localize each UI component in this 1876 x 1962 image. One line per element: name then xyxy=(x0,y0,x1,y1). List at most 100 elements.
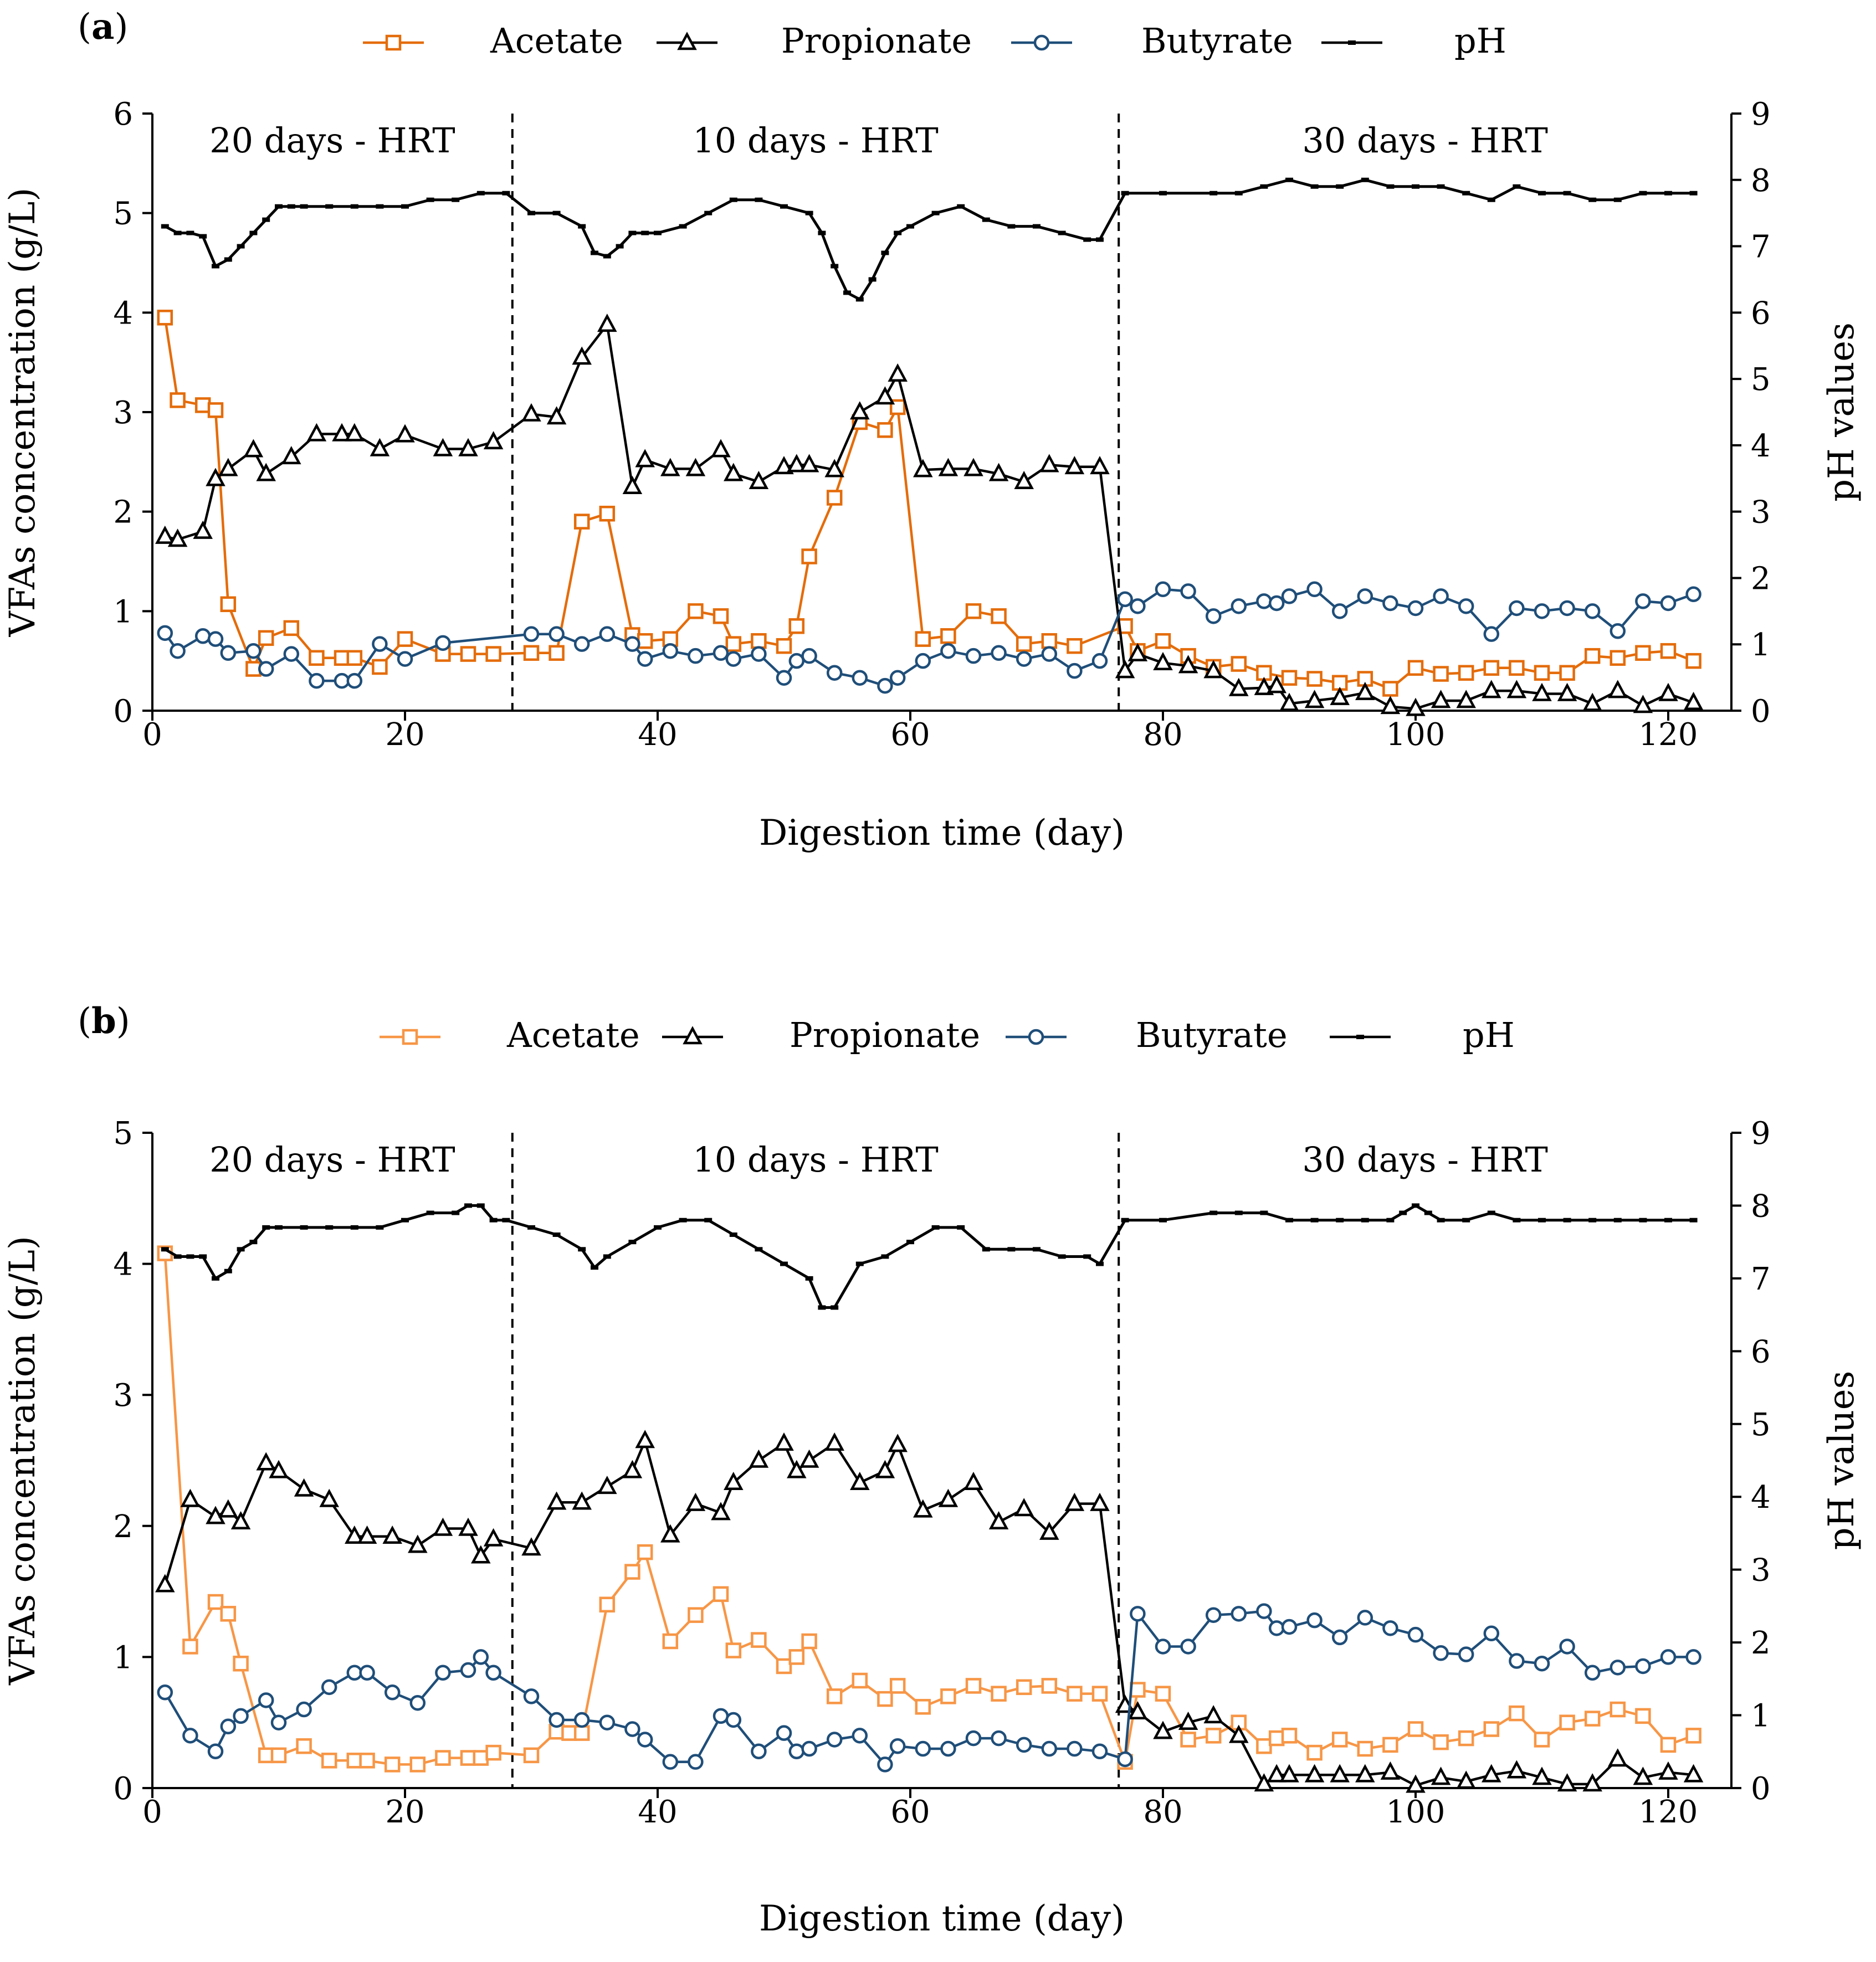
data-point xyxy=(1685,1728,1701,1744)
data-point xyxy=(1304,1764,1325,1783)
data-point xyxy=(826,490,843,506)
legend-marker xyxy=(1348,40,1356,45)
data-point xyxy=(471,1545,491,1564)
data-point xyxy=(1260,1210,1268,1215)
data-point xyxy=(350,1225,358,1230)
data-point xyxy=(275,1225,283,1230)
data-point xyxy=(1016,1737,1032,1753)
data-point xyxy=(1267,675,1286,694)
legend-label: Acetate xyxy=(506,1015,640,1055)
data-point xyxy=(435,635,451,651)
data-point xyxy=(1458,598,1474,614)
x-tick-label: 0 xyxy=(142,717,162,753)
data-point xyxy=(660,1524,680,1543)
legend-marker xyxy=(1033,34,1050,51)
data-point xyxy=(1361,1218,1369,1223)
data-point xyxy=(1433,1734,1449,1750)
data-point xyxy=(1386,1218,1395,1223)
data-point xyxy=(1513,184,1521,189)
data-point xyxy=(751,646,767,662)
data-point xyxy=(1117,591,1133,608)
data-point xyxy=(1039,454,1059,472)
data-point xyxy=(1130,1682,1146,1698)
data-point xyxy=(220,596,237,613)
data-point xyxy=(1407,1721,1424,1737)
data-point xyxy=(206,468,225,486)
data-point xyxy=(552,210,561,215)
data-point xyxy=(218,1499,238,1518)
data-point xyxy=(801,648,817,664)
data-point xyxy=(549,645,565,661)
data-point xyxy=(458,438,478,456)
data-point xyxy=(1458,1730,1474,1747)
data-point xyxy=(1639,1218,1647,1223)
data-point xyxy=(489,1218,498,1223)
data-point xyxy=(258,630,274,646)
data-point xyxy=(1336,184,1344,189)
x-tick-label: 0 xyxy=(142,1794,162,1830)
data-point xyxy=(1209,191,1218,196)
data-point xyxy=(1203,660,1223,679)
data-point xyxy=(1304,690,1325,708)
data-point xyxy=(1483,1625,1500,1642)
data-point xyxy=(1635,1658,1651,1675)
data-point xyxy=(1610,650,1626,666)
data-point xyxy=(599,506,616,522)
data-point xyxy=(751,633,767,649)
data-point xyxy=(194,397,211,413)
data-point xyxy=(182,1728,198,1744)
legend-entry-propionate: Propionate xyxy=(662,1015,980,1055)
data-point xyxy=(199,234,207,239)
data-point xyxy=(194,628,211,644)
data-point xyxy=(599,626,616,642)
data-point xyxy=(1155,1639,1171,1655)
data-point xyxy=(376,204,384,209)
data-point xyxy=(1407,1626,1424,1643)
data-point xyxy=(1559,665,1575,681)
data-point xyxy=(485,646,501,662)
data-point xyxy=(376,1225,384,1230)
data-point xyxy=(1407,660,1424,676)
y-tick-label: 4 xyxy=(113,295,133,331)
data-point xyxy=(850,401,870,420)
data-point xyxy=(940,628,956,644)
data-point xyxy=(186,1254,194,1259)
data-point xyxy=(258,1692,274,1708)
data-point xyxy=(230,1511,251,1529)
data-point xyxy=(573,1712,590,1728)
data-point xyxy=(186,230,194,235)
data-point xyxy=(473,1649,489,1665)
y-tick-label: 4 xyxy=(113,1247,133,1283)
data-point xyxy=(572,1491,592,1510)
data-point xyxy=(637,1544,653,1560)
data-point xyxy=(549,1712,565,1728)
data-point xyxy=(724,1471,744,1490)
data-point xyxy=(1613,197,1622,202)
data-point xyxy=(1091,653,1108,669)
data-point xyxy=(502,1218,510,1223)
data-point xyxy=(824,1432,844,1451)
data-point xyxy=(224,1268,232,1273)
data-point xyxy=(258,1747,274,1764)
y-axis-title: VFAs concentration (g/L) xyxy=(2,1236,43,1686)
y-tick-label: 0 xyxy=(113,1771,133,1807)
data-point xyxy=(940,643,956,659)
data-point xyxy=(1331,1629,1348,1646)
hrt-region-label: 30 days - HRT xyxy=(1302,1139,1547,1180)
data-point xyxy=(1067,1686,1083,1702)
data-point xyxy=(1382,1737,1398,1753)
data-point xyxy=(384,1684,401,1701)
data-point xyxy=(724,463,744,481)
y-axis-title: VFAs concentration (g/L) xyxy=(2,188,43,638)
panel-a: (a) Acetate Propionate Butyrate pH0 20 40 60 80 1… xyxy=(2,6,1862,854)
data-point xyxy=(473,1750,489,1766)
data-point xyxy=(1083,1254,1091,1259)
data-point xyxy=(452,197,460,202)
data-point xyxy=(1267,1764,1286,1783)
data-point xyxy=(780,1261,788,1266)
data-point xyxy=(395,424,415,443)
x-tick-label: 120 xyxy=(1639,717,1698,753)
panel-letter: (a) xyxy=(78,6,128,48)
data-point xyxy=(1412,1203,1419,1208)
data-point xyxy=(938,458,958,476)
